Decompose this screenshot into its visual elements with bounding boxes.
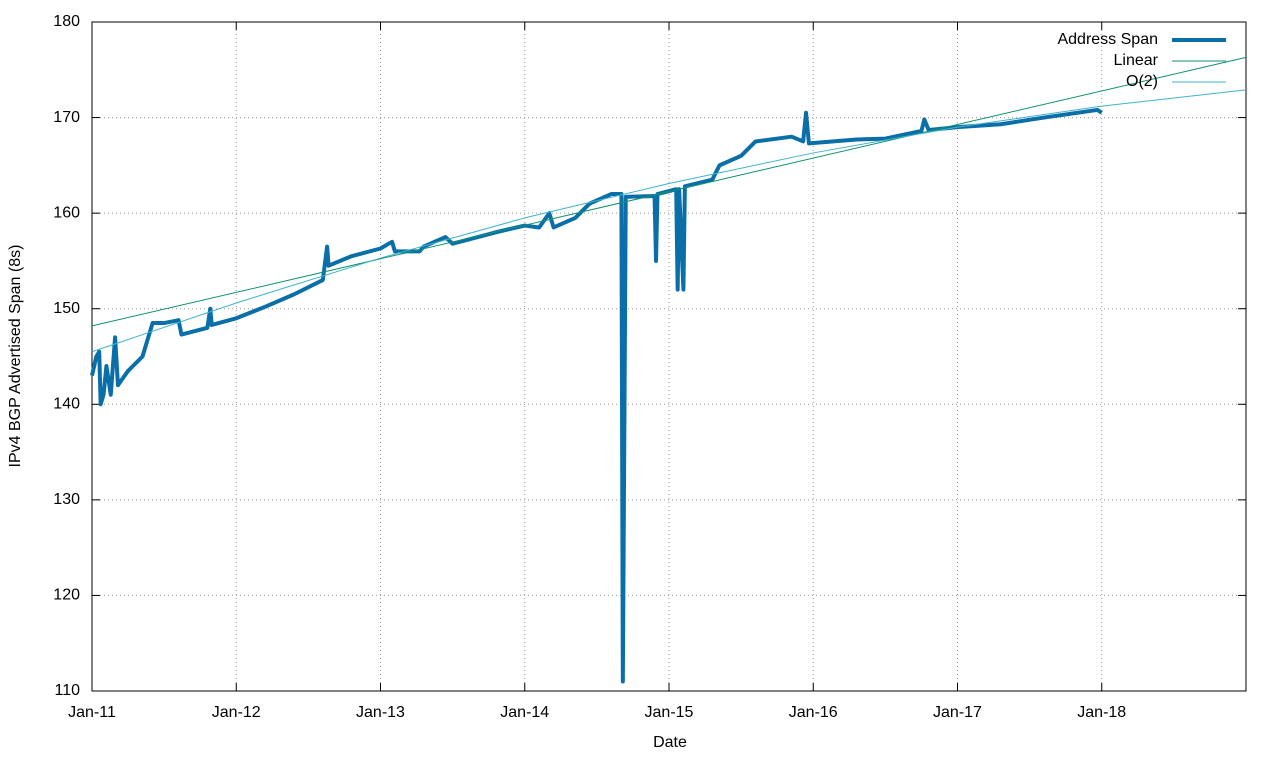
plot-border [91,21,1247,692]
x-tick-label: Jan-17 [933,704,982,721]
x-tick-label: Jan-14 [500,704,549,721]
data-line [91,56,1247,327]
x-tick-label: Jan-15 [645,704,694,721]
legend-label: Address Span [1057,31,1158,48]
x-tick-label: Jan-11 [68,704,116,721]
y-tick-label: 120 [53,587,80,604]
y-tick-label: 140 [53,396,80,413]
data-line [90,107,1103,684]
y-tick-label: 110 [54,682,80,699]
y-tick-label: 160 [53,204,80,221]
legend-label: O(2) [1126,73,1158,90]
y-tick-label: 150 [53,300,80,317]
y-tick-label: 170 [53,109,80,126]
y-axis-label: IPv4 BGP Advertised Span (8s) [7,245,24,468]
data-line [91,89,1247,353]
y-tick-label: 130 [53,491,80,508]
x-tick-label: Jan-16 [789,704,838,721]
x-tick-label: Jan-18 [1077,704,1126,721]
x-axis-label: Date [653,734,687,751]
x-tick-label: Jan-13 [356,704,405,721]
y-tick-label: 180 [53,13,80,30]
x-tick-label: Jan-12 [212,704,261,721]
legend-label: Linear [1114,52,1159,69]
